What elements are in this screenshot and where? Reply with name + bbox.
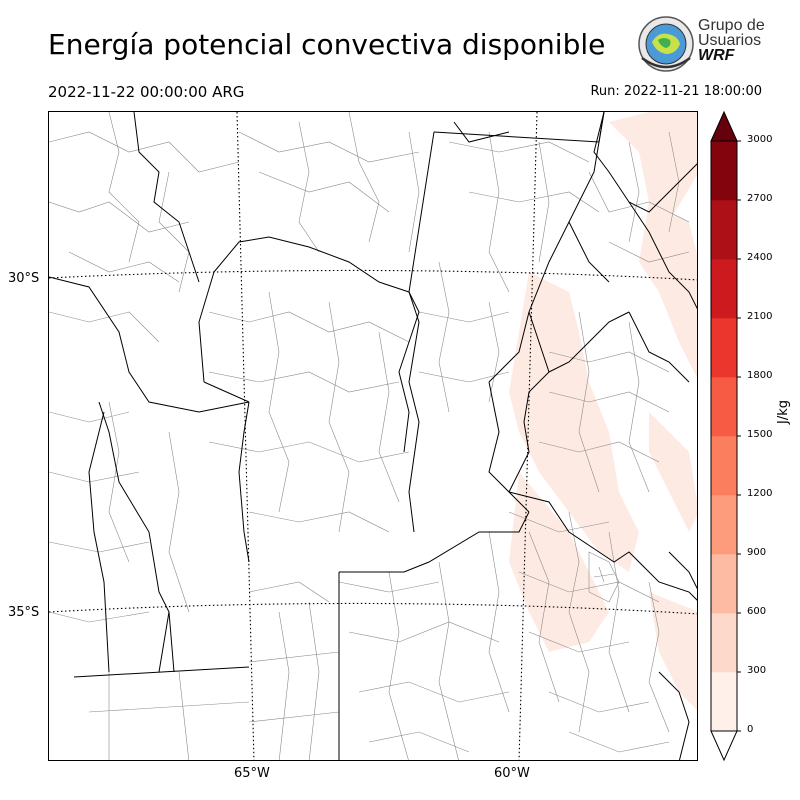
colorbar-tick-label: 2100: [747, 311, 773, 322]
colorbar-band: [711, 377, 737, 437]
lon-label-60w: 60°W: [494, 766, 530, 781]
map-panel: [48, 111, 698, 761]
cape-region-southeast: [649, 592, 697, 710]
logo-line3: WRF: [698, 47, 735, 64]
colorbar-tick-label: 300: [747, 665, 767, 676]
colorbar-bands: [711, 140, 741, 732]
gridline-35s: [49, 602, 697, 615]
colorbar-tick-label: 600: [747, 606, 767, 617]
colorbar-band: [711, 200, 737, 260]
globe-seal-icon: [638, 16, 694, 72]
run-time: Run: 2022-11-21 18:00:00: [590, 84, 762, 99]
colorbar-outline: [710, 140, 738, 732]
colorbar-tick-label: 1500: [747, 429, 773, 440]
grupo-wrf-logo: Grupo de Usuarios WRF: [636, 14, 766, 76]
lon-label-65w: 65°W: [234, 766, 270, 781]
colorbar-extend-high: [710, 110, 738, 142]
colorbar-tick-label: 2400: [747, 252, 773, 263]
map-title: Energía potencial convectiva disponible: [48, 28, 606, 61]
colorbar-band: [711, 436, 737, 496]
colorbar-unit: J/kg: [776, 400, 791, 424]
colorbar-band: [711, 495, 737, 555]
colorbar-band: [711, 672, 737, 732]
gridline-30s: [49, 269, 697, 281]
colorbar-band: [711, 141, 737, 201]
gridline-65w: [236, 112, 255, 760]
colorbar-tick-label: 1200: [747, 488, 773, 499]
colorbar-tick-label: 0: [747, 724, 754, 735]
map-svg: [49, 112, 697, 760]
cape-region-delta: [509, 472, 609, 652]
cape-region-east-mid: [639, 202, 697, 378]
colorbar-tick-label: 3000: [747, 134, 773, 145]
logo-line2: Usuarios: [698, 32, 762, 49]
colorbar-band: [711, 554, 737, 614]
lat-label-30s: 30°S: [8, 271, 40, 286]
colorbar-extend-low: [710, 730, 738, 762]
colorbar-band: [711, 318, 737, 378]
graticule: [49, 112, 697, 760]
gridline-60w: [518, 112, 538, 760]
colorbar-tick-label: 2700: [747, 193, 773, 204]
lat-label-35s: 35°S: [8, 605, 40, 620]
cape-region-entre-rios: [509, 272, 639, 572]
cape-region-east-north: [609, 112, 697, 222]
province-boundaries: [49, 112, 697, 760]
colorbar-tick-label: 900: [747, 547, 767, 558]
valid-time: 2022-11-22 00:00:00 ARG: [48, 83, 245, 101]
cape-shading: [509, 112, 697, 710]
colorbar: [710, 110, 741, 762]
cape-region-river: [649, 412, 697, 532]
logo-line1: Grupo de: [698, 17, 765, 34]
colorbar-band: [711, 259, 737, 319]
colorbar-band: [711, 613, 737, 673]
colorbar-tick-label: 1800: [747, 370, 773, 381]
